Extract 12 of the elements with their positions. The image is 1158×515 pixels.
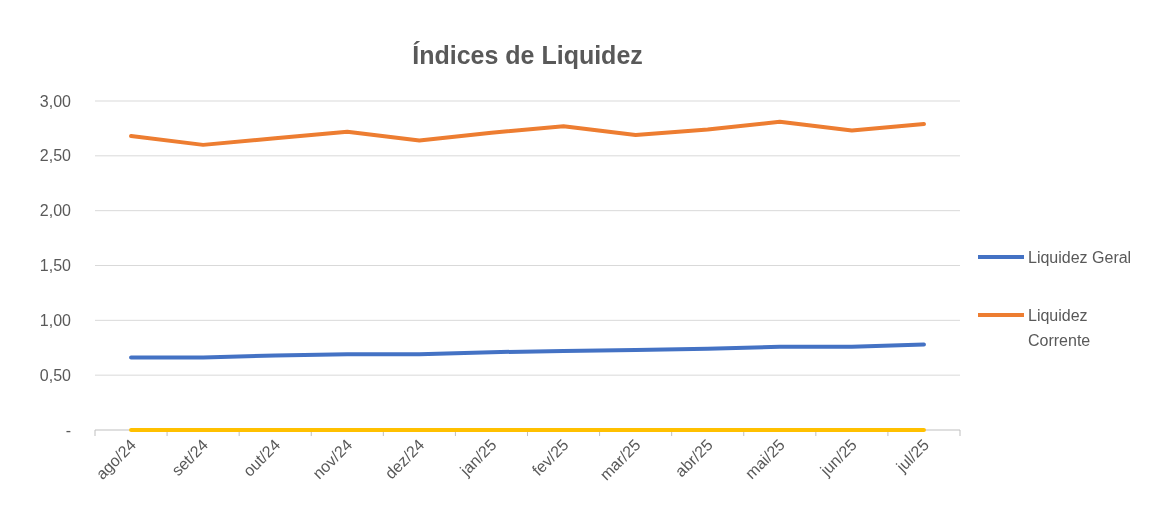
y-tick-label: 1,00 [39, 311, 72, 329]
legend-label: Liquidez Corrente [1028, 306, 1091, 350]
y-tick-label: - [65, 421, 71, 439]
y-tick-label: 3,00 [39, 92, 72, 110]
y-tick-label: 0,50 [39, 366, 72, 384]
y-tick-label: 2,00 [39, 202, 72, 220]
legend-label: Liquidez Geral [1028, 248, 1132, 266]
line-series [129, 119, 926, 147]
y-tick-label: 1,50 [39, 257, 72, 275]
y-tick-label: 2,50 [39, 147, 72, 165]
chart-title: Índices de Liquidez [412, 41, 643, 69]
line-series [129, 342, 926, 360]
